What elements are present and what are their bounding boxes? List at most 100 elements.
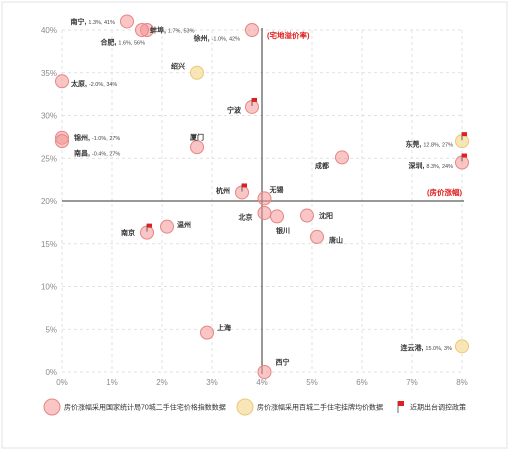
point-label: 锦州, -1.0%, 27% [74,133,120,142]
point-label: 宁波 [227,105,242,114]
point-label: 厦门 [189,133,204,142]
point-成都 [335,150,349,165]
point-name: 杭州 [216,186,230,195]
point-厦门 [190,140,204,155]
point-label: 太原, -2.0%, 34% [71,79,117,88]
x-tick-label: 4% [256,378,268,387]
point-name: 宁波 [227,105,242,114]
point-南昌 [55,134,69,149]
x-tick-label: 3% [206,378,218,387]
point-label: 西宁 [276,358,290,367]
point-name: 无锡 [269,185,284,194]
point-label: 深圳, 8.3%, 24% [409,161,454,170]
point-label: 绍兴 [171,61,185,70]
legend-swatch-pink [43,398,61,416]
point-name: 上海 [217,323,231,332]
policy-flag [252,97,257,102]
legend-swatch-yellow [236,398,254,416]
point-label: 杭州 [216,186,230,195]
legend: 房价涨幅采用国家统计局70城二手住宅价格指数数据 房价涨幅采用百城二手住宅挂牌均价… [43,398,466,416]
legend-label: 近期出台调控政策 [410,403,466,412]
point-name: 深圳, [409,161,427,170]
point-name: 南京 [121,228,135,237]
point-label: 蚌埠, 1.7%, 53% [150,26,195,35]
y-axis-title: (宅地溢价率) [267,30,310,40]
y-tick-label: 35% [41,69,57,78]
point-name: 锦州, [74,133,92,142]
legend-label: 房价涨幅采用百城二手住宅挂牌均价数据 [257,403,383,412]
point-name: 合肥, [100,38,119,47]
point-label: 银川 [276,226,290,235]
point-name: 厦门 [189,133,204,142]
point-label: 南京 [121,228,135,237]
point-label: 温州 [177,220,191,229]
point-name: 东莞, [405,140,423,149]
point-name: 徐州, [193,34,212,43]
y-tick-label: 10% [41,283,57,292]
point-西宁 [257,365,272,379]
point-南宁 [120,14,134,29]
point-name: 温州 [177,220,191,229]
point-name: 沈阳 [319,211,333,220]
y-tick-label: 25% [41,154,57,163]
point-note: -1.0%, 42% [212,37,241,43]
point-name: 绍兴 [171,61,185,70]
x-tick-label: 5% [306,378,318,387]
point-连云港 [455,339,469,354]
y-tick-label: 20% [41,197,57,206]
data-points: 南宁, 1.3%, 41% 合肥, 1.6%, 56% 蚌埠, 1.7%, 53%徐… [55,14,469,379]
policy-flag [462,153,467,158]
point-太原 [55,74,69,89]
point-note: -0.4%, 27% [92,152,121,158]
x-tick-label: 8% [456,378,468,387]
point-name: 连云港, [401,343,426,352]
point-无锡 [257,191,272,206]
point-note: 1.6%, 56% [118,41,145,47]
point-name: 南昌, [74,149,92,158]
point-label: 北京 [239,212,253,221]
y-tick-label: 0% [45,368,57,377]
point-北京 [257,205,272,220]
point-label: 南昌, -0.4%, 27% [74,149,120,158]
point-label: 沈阳 [319,211,333,220]
x-tick-label: 2% [156,378,168,387]
point-label: 连云港, 15.0%, 3% [401,343,453,352]
point-银川 [270,209,284,224]
point-note: 1.7%, 53% [168,29,195,35]
point-note: 8.3%, 24% [426,164,453,170]
y-tick-label: 5% [45,325,57,334]
point-name: 太原, [71,79,89,88]
policy-flag [147,223,152,228]
x-tick-label: 6% [356,378,368,387]
point-name: 西宁 [276,358,290,367]
point-name: 北京 [239,212,253,221]
point-note: 12.8%, 27% [423,143,453,149]
legend-label: 房价涨幅采用国家统计局70城二手住宅价格指数数据 [64,403,226,412]
point-label: 成都 [315,161,329,170]
y-tick-label: 15% [41,240,57,249]
point-name: 蚌埠, [150,26,168,35]
point-label: 上海 [217,323,231,332]
y-tick-label: 40% [41,26,57,35]
point-note: 1.3%, 41% [88,20,115,26]
point-name: 唐山 [329,235,343,244]
policy-flag [462,132,467,137]
point-label: 无锡 [269,185,284,194]
point-label: 南宁, 1.3%, 41% [71,17,116,26]
point-蚌埠 [135,23,149,37]
point-沈阳 [300,208,314,223]
point-name: 南宁, [71,17,89,26]
point-label: 唐山 [329,235,343,244]
point-温州 [160,219,174,234]
x-axis-title: (房价涨幅) [427,187,462,197]
point-徐州 [245,23,259,37]
point-label: 东莞, 12.8%, 27% [405,140,453,149]
x-tick-label: 7% [406,378,418,387]
y-tick-label: 30% [41,112,57,121]
point-绍兴 [190,65,204,80]
point-name: 银川 [276,226,290,235]
point-name: 成都 [315,161,329,170]
policy-flag [242,183,247,188]
